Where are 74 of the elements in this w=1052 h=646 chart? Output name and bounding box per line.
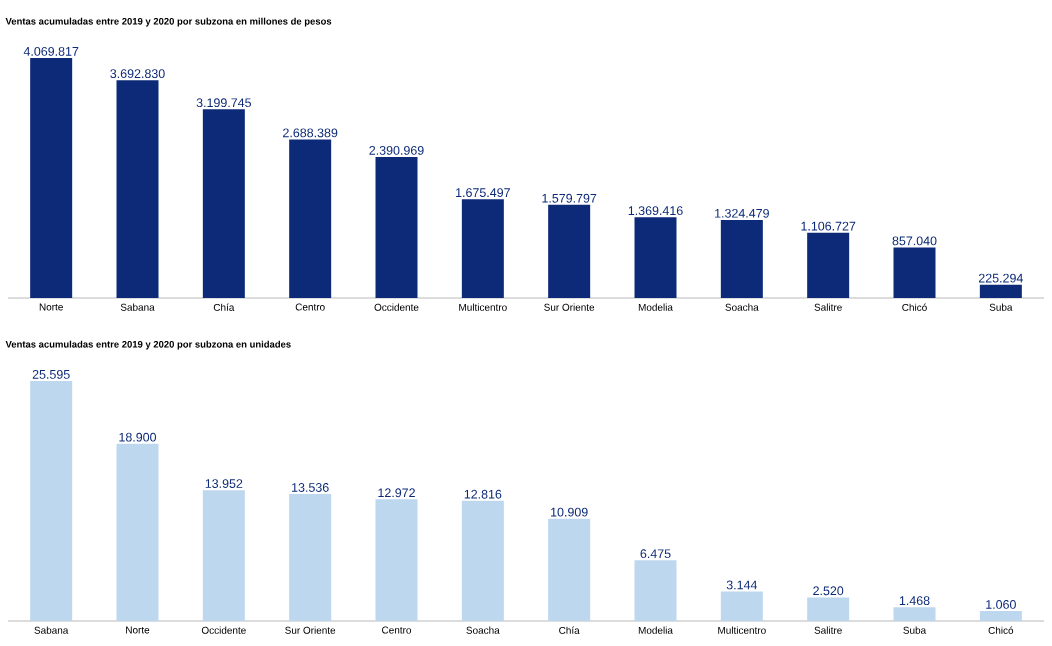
chart-title: Ventas acumuladas entre 2019 y 2020 por subzona en millones de pesos [5,17,332,27]
x-tick-label: Chicó [988,626,1014,634]
bar [720,591,763,622]
data-label: 225.294 [978,273,1023,283]
data-label: 2.390.969 [369,146,424,155]
x-tick-label: Chía [213,303,235,311]
data-label: 2.688.389 [283,128,338,138]
x-tick-label: Sur Oriente [285,626,336,634]
x-tick-label: Norte [39,303,63,311]
bar [979,611,1022,622]
x-tick-label: Sabana [120,303,155,311]
x-tick-label: Norte [126,626,150,634]
bar [893,247,936,298]
data-label: 2.520 [813,586,844,596]
bar [979,284,1022,298]
bar [461,199,504,298]
bar [720,219,763,298]
bar [202,490,245,622]
x-tick-label: Salitre [814,626,842,634]
data-label: 1.060 [986,600,1016,609]
bar [634,217,677,298]
bar [375,157,418,298]
bar [807,232,850,298]
data-label: 6.475 [640,549,671,559]
bar [893,607,936,622]
bar [202,109,245,298]
bar [548,518,591,622]
x-tick-label: Chicó [902,303,927,311]
bar [634,560,677,622]
data-label: 18.900 [119,432,157,442]
bar [461,500,504,622]
data-label: 12.972 [378,488,415,498]
bar [116,80,159,298]
data-label: 25.595 [32,370,70,379]
chart-title: Ventas acumuladas entre 2019 y 2020 por subzona en unidades [5,340,291,350]
bar [375,499,418,622]
x-tick-label: Modelia [638,303,673,311]
x-tick-label: Soacha [466,626,500,634]
bar [30,58,73,298]
x-tick-label: Occidente [201,626,246,634]
x-tick-label: Centro [295,303,325,311]
bar [289,139,332,298]
x-tick-label: Sur Oriente [544,303,595,311]
x-tick-label: Suba [903,626,927,634]
data-label: 3.144 [726,580,758,590]
data-label: 3.199.745 [196,98,252,108]
bar [548,204,591,298]
data-label: 1.579.797 [542,193,597,203]
bar [116,443,159,622]
data-label: 857.040 [892,236,937,246]
x-tick-label: Suba [989,303,1013,311]
data-label: 13.952 [205,479,243,488]
data-label: 3.692.830 [110,69,165,79]
x-tick-label: Salitre [814,303,842,311]
data-label: 1.324.479 [715,208,769,218]
x-tick-label: Multicentro [459,303,507,311]
data-label: 4.069.817 [23,46,79,56]
x-tick-label: Modelia [638,626,673,634]
data-label: 1.106.727 [801,221,856,231]
bar [30,381,73,622]
bar [807,597,850,622]
data-label: 1.468 [899,596,930,606]
x-tick-label: Sabana [34,626,69,634]
data-label: 1.675.497 [456,188,510,197]
bar [289,494,332,622]
x-tick-label: Centro [382,626,412,634]
x-tick-label: Chía [559,626,580,634]
data-label: 13.536 [292,483,329,492]
data-label: 1.369.416 [628,206,683,216]
x-tick-label: Occidente [374,303,419,311]
data-label: 12.816 [464,489,502,499]
x-tick-label: Soacha [725,303,759,311]
x-tick-label: Multicentro [718,626,766,634]
data-label: 10.909 [551,507,588,517]
